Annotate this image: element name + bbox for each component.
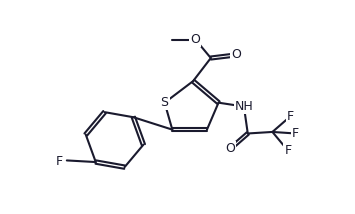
Text: O: O	[231, 48, 241, 61]
Text: O: O	[225, 142, 235, 155]
Text: O: O	[191, 33, 200, 46]
Text: F: F	[284, 144, 291, 157]
Text: NH: NH	[235, 100, 253, 113]
Text: F: F	[286, 110, 294, 123]
Text: S: S	[160, 96, 169, 109]
Text: F: F	[292, 127, 299, 140]
Text: F: F	[56, 155, 63, 168]
